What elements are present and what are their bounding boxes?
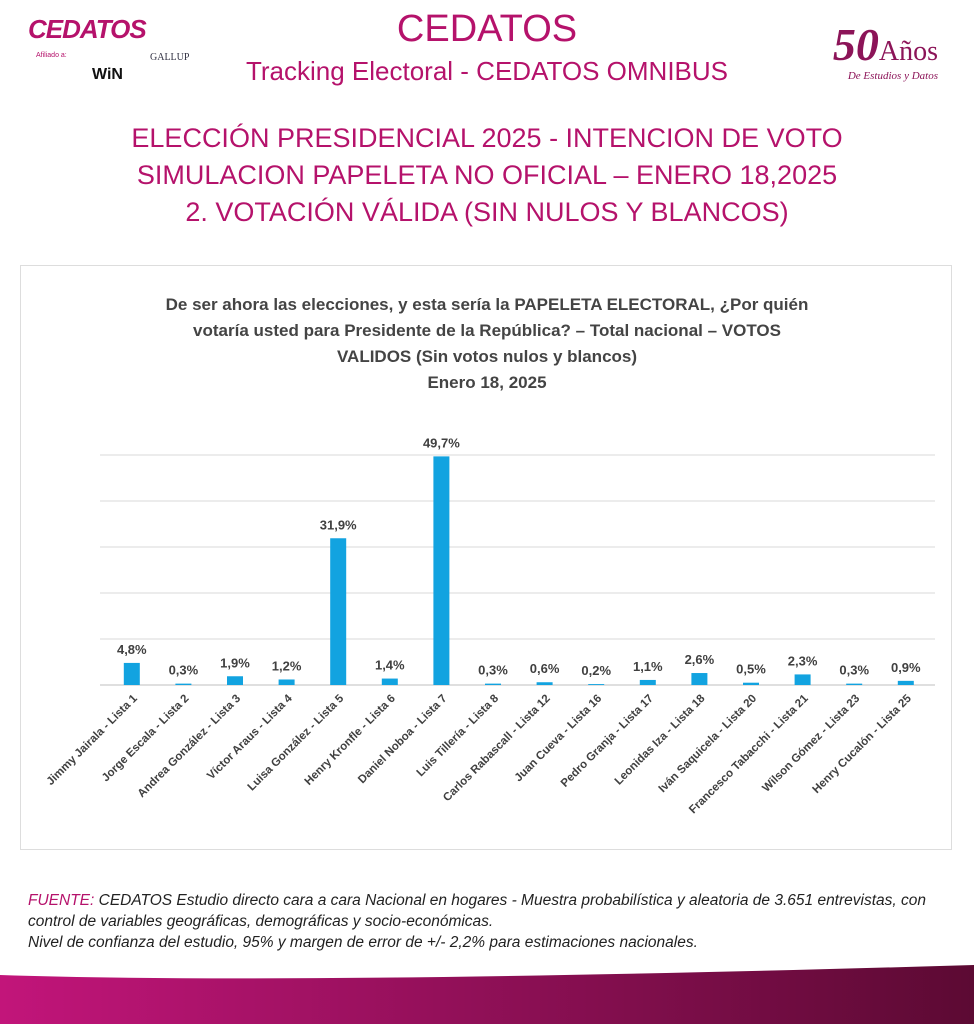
bar	[588, 684, 605, 685]
heading-line: SIMULACION PAPELETA NO OFICIAL – ENERO 1…	[136, 160, 838, 190]
bar	[639, 679, 656, 685]
bar	[897, 680, 914, 685]
data-label: 2,3%	[788, 653, 818, 668]
chart-title: De ser ahora las elecciones, y esta serí…	[0, 292, 974, 396]
category-label: Andrea González - Lista 3	[136, 693, 243, 800]
category-label: Jorge Escala - Lista 2	[100, 693, 192, 785]
data-label: 0,5%	[736, 662, 766, 677]
bar	[123, 662, 140, 685]
bar	[227, 676, 243, 685]
affiliate-label: Afiliado a:	[36, 52, 67, 59]
chart-area	[20, 265, 952, 850]
bar	[743, 682, 759, 685]
data-label: 1,4%	[375, 658, 405, 673]
category-label: Carlos Rabascall - Lista 12	[441, 693, 553, 805]
data-label: 0,2%	[581, 663, 611, 678]
bar	[330, 538, 347, 685]
category-label: Henry Cucalón - Lista 25	[811, 692, 915, 796]
data-label: 2,6%	[685, 652, 715, 667]
page-heading: ELECCIÓN PRESIDENCIAL 2025 - INTENCION D…	[0, 120, 974, 231]
bar	[846, 683, 863, 685]
category-label: Wilson Gómez - Lista 23	[760, 693, 862, 795]
data-label: 1,2%	[272, 658, 302, 673]
chart-title-line: De ser ahora las elecciones, y esta serí…	[165, 295, 809, 314]
category-label: Leonidas Iza - Lista 18	[613, 692, 708, 787]
data-label: 0,9%	[891, 660, 921, 675]
bar	[485, 683, 501, 685]
data-label: 0,3%	[169, 663, 199, 678]
win-logo: WiN	[92, 66, 123, 83]
bar	[433, 456, 450, 685]
data-label: 4,8%	[117, 642, 147, 657]
chart-title-line: Enero 18, 2025	[427, 373, 547, 392]
data-label: 1,1%	[633, 659, 663, 674]
category-label: Víctor Araus - Lista 4	[205, 692, 295, 782]
data-label: 0,6%	[530, 661, 560, 676]
gallup-logo: GALLUP	[150, 52, 190, 63]
category-label: Luisa González - Lista 5	[246, 692, 347, 793]
category-label: Juan Cueva - Lista 16	[513, 693, 605, 785]
category-label: Pedro Granja - Lista 17	[559, 693, 656, 790]
footer-note: FUENTE: CEDATOS Estudio directo cara a c…	[28, 890, 958, 953]
cedatos-logo: CEDATOS	[28, 14, 147, 44]
footer-text: Nivel de confianza del estudio, 95% y ma…	[28, 934, 698, 951]
chart-title-line: VALIDOS (Sin votos nulos y blancos)	[336, 347, 638, 366]
data-label: 0,3%	[839, 663, 869, 678]
footer-text: CEDATOS Estudio directo cara a cara Naci…	[28, 892, 926, 930]
category-label: Daniel Noboa - Lista 7	[356, 693, 449, 786]
chart-title-line: votaría usted para Presidente de la Repú…	[193, 321, 781, 340]
category-label: Jimmy Jairala - Lista 1	[45, 692, 141, 788]
bar	[381, 678, 398, 685]
heading-line: 2. VOTACIÓN VÁLIDA (SIN NULOS Y BLANCOS)	[185, 197, 789, 227]
bar	[536, 682, 553, 685]
anniversary-number: 50	[832, 19, 879, 70]
bar	[691, 673, 708, 685]
data-label: 0,3%	[478, 663, 508, 678]
anniversary-word: Años	[878, 36, 938, 67]
data-label: 1,9%	[220, 655, 250, 670]
anniversary-sub: De Estudios y Datos	[847, 70, 938, 82]
category-label: Iván Saquicela - Lista 20	[657, 693, 759, 795]
category-label: Henry Kronfle - Lista 6	[303, 693, 398, 788]
data-label: 49,7%	[423, 435, 460, 450]
data-label: 31,9%	[320, 517, 357, 532]
heading-line: ELECCIÓN PRESIDENCIAL 2025 - INTENCION D…	[131, 123, 843, 153]
brand-title: CEDATOS	[396, 8, 578, 50]
bar	[794, 674, 811, 685]
subtitle: Tracking Electoral - CEDATOS OMNIBUS	[245, 56, 729, 86]
footer-label: FUENTE:	[28, 892, 95, 909]
bar	[278, 679, 295, 685]
bar	[175, 683, 192, 685]
anniversary-logo: 50Años De Estudios y Datos	[832, 18, 938, 82]
